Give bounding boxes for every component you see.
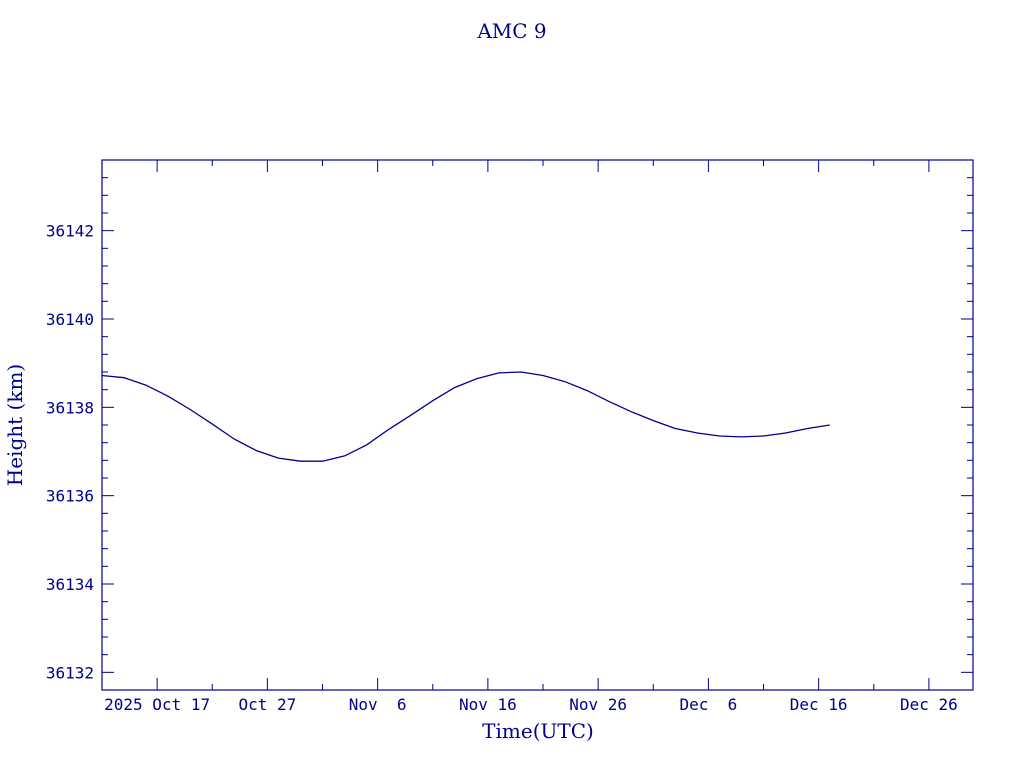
plot-frame <box>101 159 974 691</box>
x-axis-label: Time(UTC) <box>482 719 594 743</box>
x-tick-label: Nov 16 <box>459 695 517 714</box>
series-line <box>101 371 830 462</box>
chart-title: AMC 9 <box>476 19 546 43</box>
y-tick-label: 36136 <box>46 487 94 506</box>
y-tick-label: 36132 <box>46 663 94 682</box>
y-tick-label: 36140 <box>46 310 94 329</box>
x-tick-label: Nov 26 <box>569 695 627 714</box>
y-tick-labels: 36132 36134 36136 36138 36140 36142 <box>46 222 94 683</box>
y-axis-label: Height (km) <box>3 364 27 486</box>
x-tick-label: Dec 26 <box>900 695 958 714</box>
x-tick-labels: 2025 Oct 17 Oct 27 Nov 6 Nov 16 Nov 26 Dec 6 D… <box>104 695 958 714</box>
y-tick-label: 36134 <box>46 575 94 594</box>
y-tick-label: 36142 <box>46 222 94 241</box>
x-tick-label: Dec 16 <box>790 695 848 714</box>
x-tick-label: Nov 6 <box>349 695 407 714</box>
x-tick-label: Oct 27 <box>238 695 296 714</box>
x-tick-label: 2025 Oct 17 <box>104 695 210 714</box>
y-tick-label: 36138 <box>46 398 94 417</box>
x-tick-label: Dec 6 <box>679 695 737 714</box>
axis-ticks <box>101 159 973 691</box>
